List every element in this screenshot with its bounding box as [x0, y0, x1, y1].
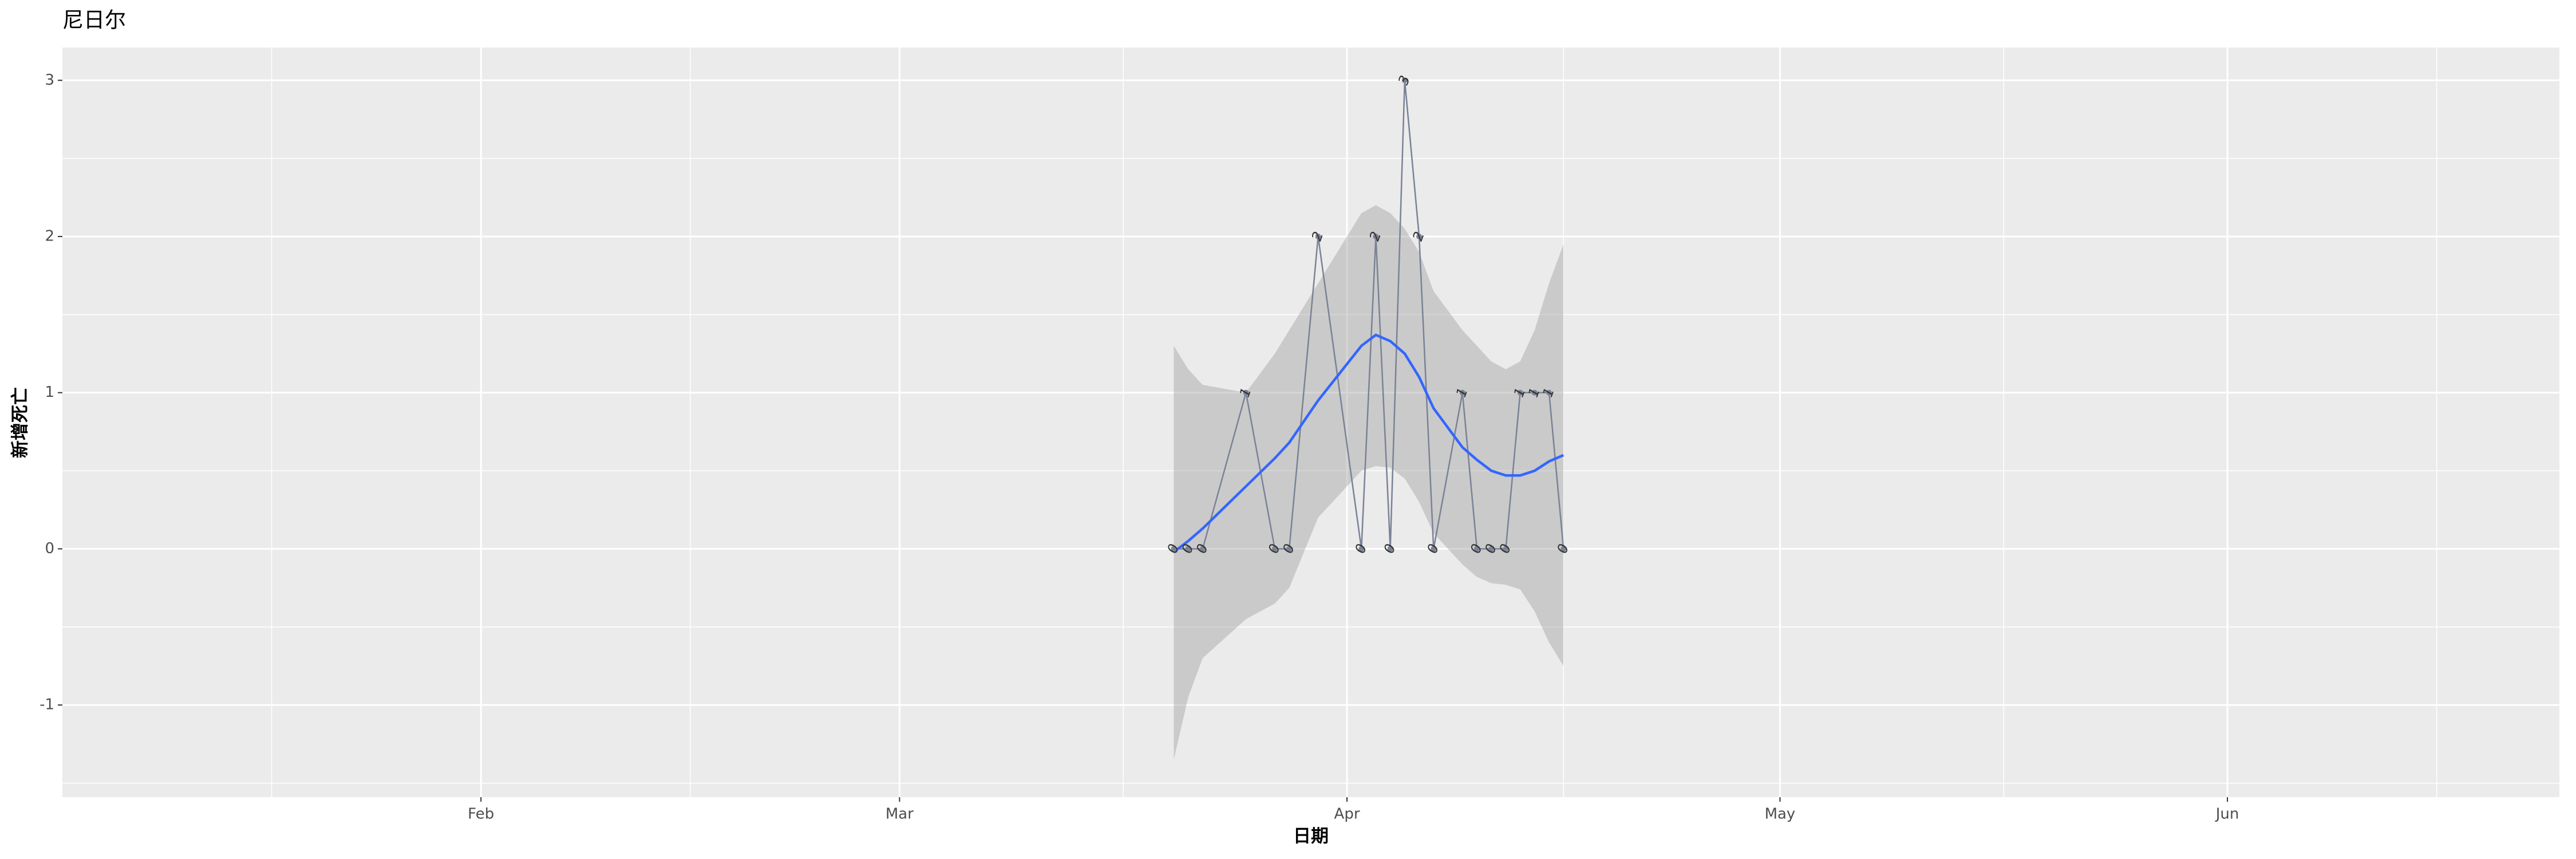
y-axis-title: 新增死亡 — [10, 387, 31, 458]
point — [1459, 389, 1465, 396]
panel — [62, 48, 2559, 797]
point — [1243, 389, 1249, 396]
point — [1387, 546, 1393, 552]
point — [1315, 233, 1321, 239]
point — [1286, 546, 1293, 552]
chart-title: 尼日尔 — [62, 8, 126, 33]
x-axis-title: 日期 — [1293, 826, 1329, 847]
x-tick-label: Feb — [468, 806, 494, 823]
point — [1503, 546, 1509, 552]
point — [1401, 77, 1408, 84]
y-tick-label: 0 — [45, 540, 54, 557]
point — [1373, 233, 1379, 239]
point — [1531, 389, 1538, 396]
point — [1199, 546, 1206, 552]
point — [1517, 389, 1523, 396]
point — [1546, 389, 1552, 396]
x-tick-label: Jun — [2215, 806, 2239, 823]
point — [1171, 546, 1177, 552]
y-tick-label: 2 — [45, 227, 54, 245]
point — [1488, 546, 1495, 552]
point — [1185, 546, 1191, 552]
y-tick-label: 3 — [45, 72, 54, 89]
point — [1431, 546, 1437, 552]
x-tick-label: Apr — [1334, 806, 1360, 823]
smooth-line — [1173, 333, 1564, 553]
point — [1473, 546, 1480, 552]
x-tick-label: Mar — [886, 806, 914, 823]
x-tick-label: May — [1765, 806, 1796, 823]
y-tick-label: 1 — [45, 384, 54, 401]
confidence-band — [1174, 205, 1564, 760]
point — [1416, 233, 1423, 239]
point — [1560, 546, 1567, 552]
point — [1271, 546, 1278, 552]
point — [1358, 546, 1365, 552]
y-tick-label: -1 — [39, 696, 54, 714]
